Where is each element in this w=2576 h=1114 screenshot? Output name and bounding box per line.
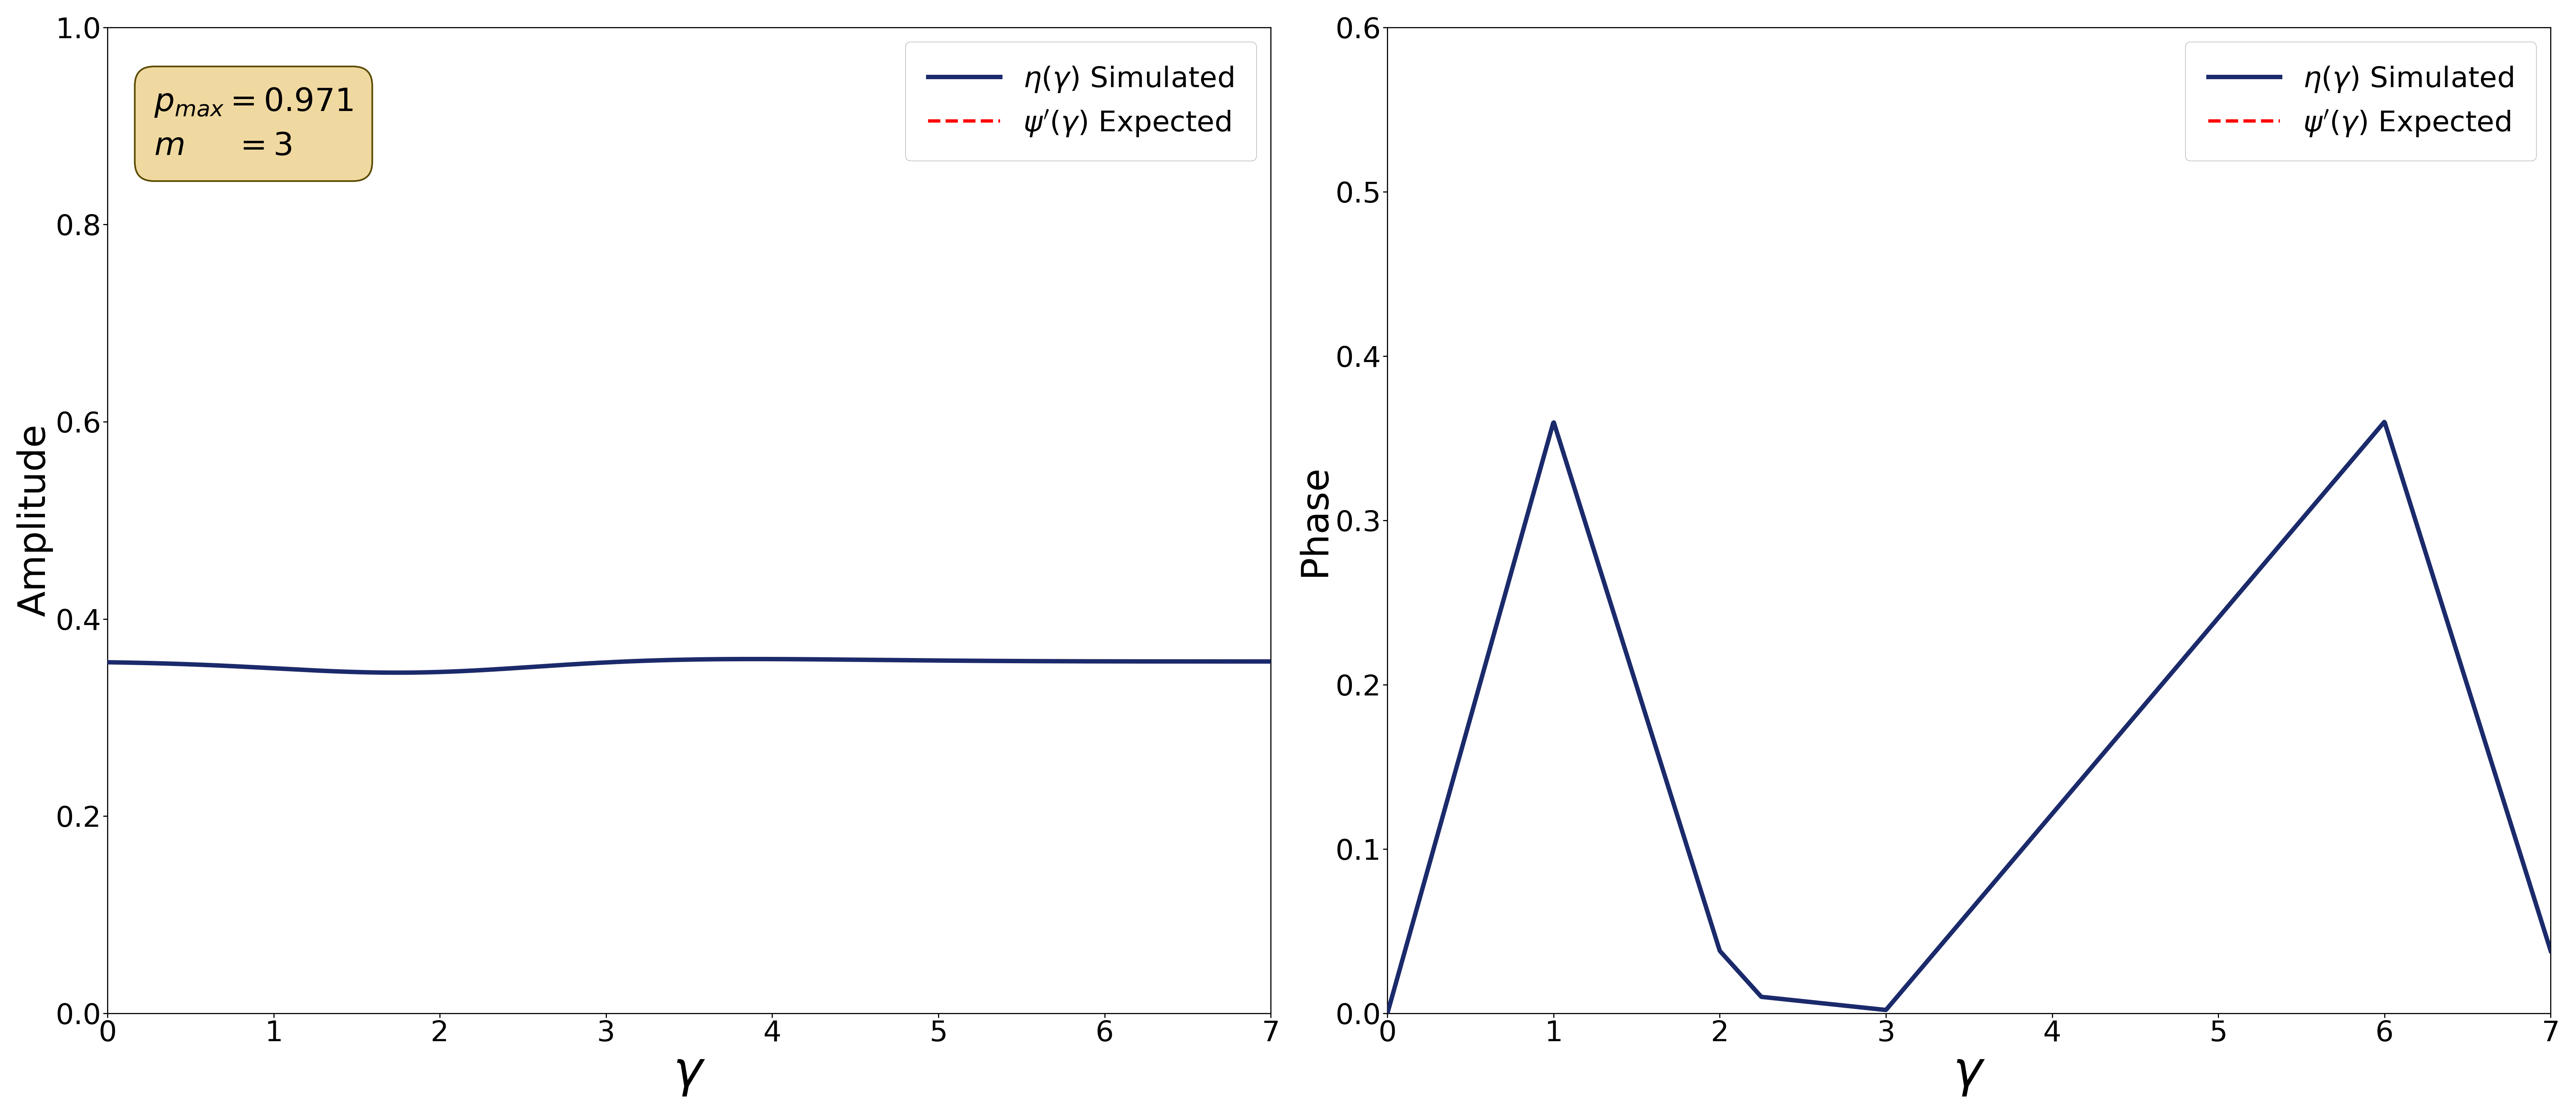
- $\psi'(\gamma)$ Expected: [2367, 416, 2398, 429]
- $\eta(\gamma)$ Simulated: [2287, 510, 2318, 524]
- $\psi'(\gamma)$ Expected: [999, 654, 1030, 667]
- $\psi'(\gamma)$ Expected: [2501, 837, 2532, 850]
- $\eta(\gamma)$ Simulated: [93, 655, 124, 668]
- $\psi'(\gamma)$ Expected: [93, 655, 124, 668]
- $\eta(\gamma)$ Simulated: [739, 653, 770, 666]
- Line: $\eta(\gamma)$ Simulated: $\eta(\gamma)$ Simulated: [1388, 422, 2550, 1014]
- Legend: $\eta(\gamma)$ Simulated, $\psi'(\gamma)$ Expected: $\eta(\gamma)$ Simulated, $\psi'(\gamma)…: [904, 41, 1257, 160]
- $\psi'(\gamma)$ Expected: [461, 664, 492, 677]
- $\eta(\gamma)$ Simulated: [461, 664, 492, 677]
- $\psi'(\gamma)$ Expected: [1373, 1007, 1404, 1020]
- $\psi'(\gamma)$ Expected: [1432, 795, 1463, 809]
- $\psi'(\gamma)$ Expected: [1144, 655, 1175, 668]
- $\eta(\gamma)$ Simulated: [1255, 655, 1285, 668]
- $\psi'(\gamma)$ Expected: [1255, 655, 1285, 668]
- X-axis label: $\gamma$: $\gamma$: [672, 1049, 706, 1097]
- $\eta(\gamma)$ Simulated: [858, 653, 889, 666]
- $\psi'(\gamma)$ Expected: [422, 665, 453, 678]
- $\psi'(\gamma)$ Expected: [376, 666, 407, 680]
- $\eta(\gamma)$ Simulated: [1373, 1007, 1404, 1020]
- Line: $\psi'(\gamma)$ Expected: $\psi'(\gamma)$ Expected: [1388, 422, 2550, 1014]
- $\eta(\gamma)$ Simulated: [2535, 945, 2566, 958]
- $\eta(\gamma)$ Simulated: [381, 666, 412, 680]
- $\eta(\gamma)$ Simulated: [1144, 655, 1175, 668]
- Text: $p_{max} = 0.971$
$m \quad\;\; = 3$: $p_{max} = 0.971$ $m \quad\;\; = 3$: [155, 87, 353, 162]
- Line: $\eta(\gamma)$ Simulated: $\eta(\gamma)$ Simulated: [108, 659, 1270, 673]
- Line: $\psi'(\gamma)$ Expected: $\psi'(\gamma)$ Expected: [108, 659, 1270, 673]
- $\eta(\gamma)$ Simulated: [1432, 795, 1463, 809]
- $\psi'(\gamma)$ Expected: [381, 666, 412, 680]
- $\psi'(\gamma)$ Expected: [2501, 839, 2532, 852]
- $\eta(\gamma)$ Simulated: [1937, 925, 1968, 938]
- $\eta(\gamma)$ Simulated: [422, 665, 453, 678]
- $\eta(\gamma)$ Simulated: [2367, 416, 2398, 429]
- Legend: $\eta(\gamma)$ Simulated, $\psi'(\gamma)$ Expected: $\eta(\gamma)$ Simulated, $\psi'(\gamma)…: [2184, 41, 2535, 160]
- Y-axis label: Phase: Phase: [1296, 465, 1332, 576]
- $\psi'(\gamma)$ Expected: [2287, 510, 2318, 524]
- $\eta(\gamma)$ Simulated: [376, 666, 407, 680]
- $\eta(\gamma)$ Simulated: [999, 654, 1030, 667]
- $\psi'(\gamma)$ Expected: [2535, 945, 2566, 958]
- $\psi'(\gamma)$ Expected: [1906, 960, 1937, 974]
- X-axis label: $\gamma$: $\gamma$: [1953, 1049, 1986, 1097]
- $\eta(\gamma)$ Simulated: [2501, 837, 2532, 850]
- $\eta(\gamma)$ Simulated: [2501, 839, 2532, 852]
- Y-axis label: Amplitude: Amplitude: [15, 424, 54, 617]
- $\psi'(\gamma)$ Expected: [739, 653, 770, 666]
- $\psi'(\gamma)$ Expected: [1937, 925, 1968, 938]
- $\psi'(\gamma)$ Expected: [858, 653, 889, 666]
- $\eta(\gamma)$ Simulated: [1906, 960, 1937, 974]
